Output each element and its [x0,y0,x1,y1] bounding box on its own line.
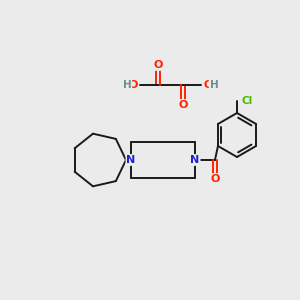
Text: O: O [178,100,188,110]
Text: H: H [210,80,218,90]
Text: N: N [190,155,200,165]
Text: O: O [129,80,138,90]
Text: O: O [153,60,163,70]
Text: O: O [210,174,220,184]
Text: O: O [203,80,212,90]
Text: H: H [123,80,131,90]
Text: Cl: Cl [242,96,253,106]
Text: N: N [126,155,136,165]
